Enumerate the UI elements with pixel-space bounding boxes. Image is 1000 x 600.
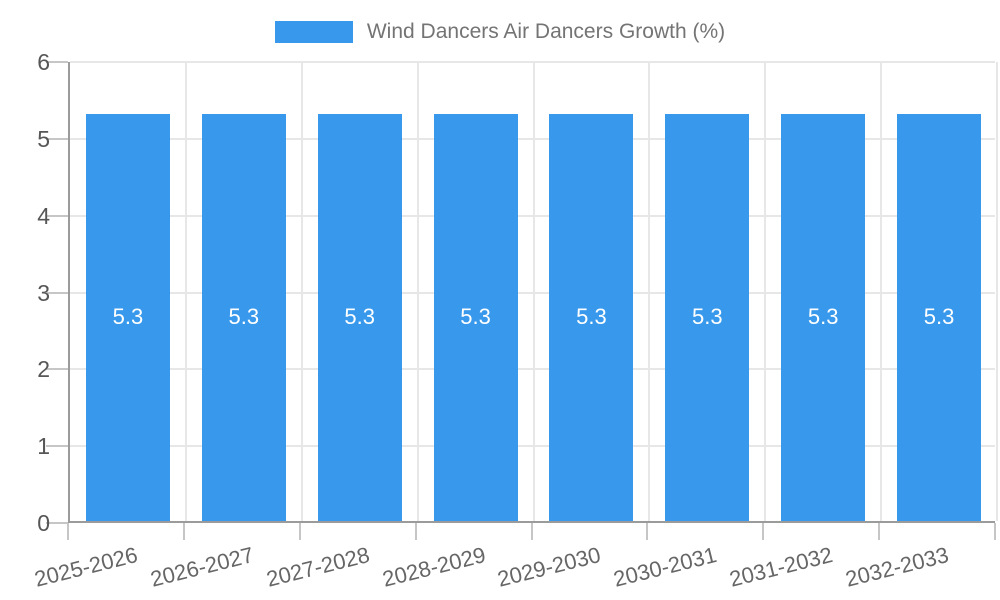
bar[interactable]: 5.3 bbox=[665, 113, 750, 521]
x-axis-tick bbox=[530, 523, 533, 540]
y-axis-tick bbox=[46, 61, 68, 63]
x-gridline bbox=[300, 62, 303, 521]
x-axis-tick bbox=[762, 523, 765, 540]
x-gridline bbox=[184, 62, 187, 521]
x-gridline bbox=[880, 62, 883, 521]
bar[interactable]: 5.3 bbox=[317, 113, 402, 521]
bar-value-label: 5.3 bbox=[692, 304, 723, 330]
x-axis-tick bbox=[878, 523, 881, 540]
y-axis-tick bbox=[46, 522, 68, 524]
legend-swatch bbox=[274, 21, 353, 43]
bar[interactable]: 5.3 bbox=[897, 113, 982, 521]
bar-value-label: 5.3 bbox=[460, 304, 491, 330]
y-axis-label: 6 bbox=[37, 49, 50, 75]
x-gridline bbox=[996, 62, 998, 521]
bar[interactable]: 5.3 bbox=[85, 113, 170, 521]
bar[interactable]: 5.3 bbox=[201, 113, 286, 521]
y-axis-tick bbox=[46, 214, 68, 217]
y-axis-tick bbox=[46, 291, 68, 294]
bar[interactable]: 5.3 bbox=[549, 113, 634, 521]
y-axis-tick bbox=[46, 445, 68, 448]
bar-value-label: 5.3 bbox=[344, 304, 375, 330]
bar-value-label: 5.3 bbox=[576, 304, 607, 330]
bar-value-label: 5.3 bbox=[923, 304, 955, 330]
bar-value-label: 5.3 bbox=[112, 304, 144, 330]
y-axis-label: 0 bbox=[37, 510, 50, 536]
x-axis-tick bbox=[994, 523, 996, 540]
x-axis-tick bbox=[414, 523, 417, 540]
bar[interactable]: 5.3 bbox=[781, 113, 866, 521]
x-gridline bbox=[416, 62, 419, 521]
x-axis-tick bbox=[67, 523, 69, 540]
bar-value-label: 5.3 bbox=[807, 304, 839, 330]
x-axis-tick bbox=[182, 523, 185, 540]
bar-value-label: 5.3 bbox=[228, 304, 260, 330]
x-axis-tick bbox=[298, 523, 301, 540]
x-gridline bbox=[648, 62, 651, 521]
x-gridline bbox=[532, 62, 535, 521]
bar[interactable]: 5.3 bbox=[433, 113, 518, 521]
y-axis-label: 4 bbox=[37, 202, 50, 229]
y-axis-label: 1 bbox=[37, 433, 50, 460]
plot-area: 5.3 5.3 5.3 5.3 5.3 5.3 5.3 5.3 bbox=[68, 61, 998, 523]
legend-label: Wind Dancers Air Dancers Growth (%) bbox=[366, 20, 726, 43]
x-axis-tick bbox=[646, 523, 649, 540]
y-axis-label: 5 bbox=[37, 125, 50, 152]
chart-legend[interactable]: Wind Dancers Air Dancers Growth (%) bbox=[0, 20, 1000, 44]
y-axis-tick bbox=[46, 137, 68, 140]
y-axis-label: 2 bbox=[37, 356, 50, 383]
y-axis-label: 3 bbox=[37, 279, 50, 306]
x-gridline bbox=[764, 62, 767, 521]
y-axis-tick bbox=[46, 368, 68, 371]
